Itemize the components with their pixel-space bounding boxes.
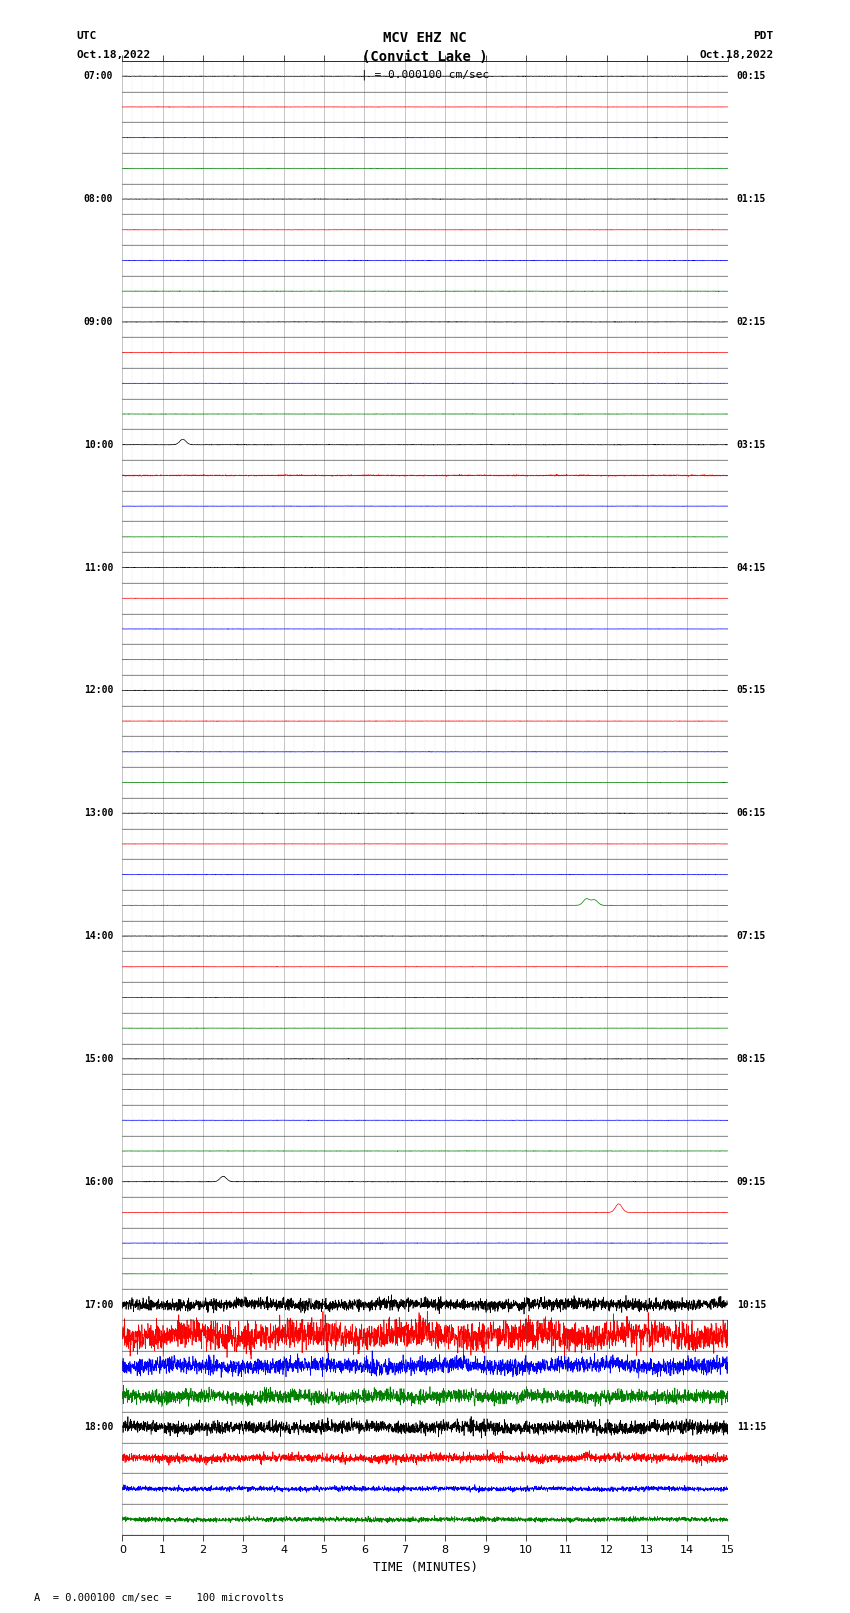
Text: 10:15: 10:15 [737,1300,766,1310]
Text: UTC: UTC [76,31,97,40]
Text: | = 0.000100 cm/sec: | = 0.000100 cm/sec [361,69,489,81]
Text: MCV EHZ NC: MCV EHZ NC [383,31,467,45]
Text: PDT: PDT [753,31,774,40]
Text: 11:00: 11:00 [84,563,113,573]
Text: 00:15: 00:15 [737,71,766,81]
Text: Oct.18,2022: Oct.18,2022 [700,50,774,60]
Text: 10:00: 10:00 [84,440,113,450]
Text: (Convict Lake ): (Convict Lake ) [362,50,488,65]
Text: 07:00: 07:00 [84,71,113,81]
X-axis label: TIME (MINUTES): TIME (MINUTES) [372,1561,478,1574]
Text: 04:15: 04:15 [737,563,766,573]
Text: Oct.18,2022: Oct.18,2022 [76,50,150,60]
Text: 03:15: 03:15 [737,440,766,450]
Text: 06:15: 06:15 [737,808,766,818]
Text: 13:00: 13:00 [84,808,113,818]
Text: 15:00: 15:00 [84,1053,113,1065]
Text: 08:00: 08:00 [84,194,113,205]
Text: 01:15: 01:15 [737,194,766,205]
Text: 08:15: 08:15 [737,1053,766,1065]
Text: 14:00: 14:00 [84,931,113,940]
Text: A  = 0.000100 cm/sec =    100 microvolts: A = 0.000100 cm/sec = 100 microvolts [34,1594,284,1603]
Text: 02:15: 02:15 [737,316,766,327]
Text: 17:00: 17:00 [84,1300,113,1310]
Text: 07:15: 07:15 [737,931,766,940]
Text: 12:00: 12:00 [84,686,113,695]
Text: 16:00: 16:00 [84,1177,113,1187]
Text: 11:15: 11:15 [737,1423,766,1432]
Text: 18:00: 18:00 [84,1423,113,1432]
Text: 09:15: 09:15 [737,1177,766,1187]
Text: 05:15: 05:15 [737,686,766,695]
Text: 09:00: 09:00 [84,316,113,327]
